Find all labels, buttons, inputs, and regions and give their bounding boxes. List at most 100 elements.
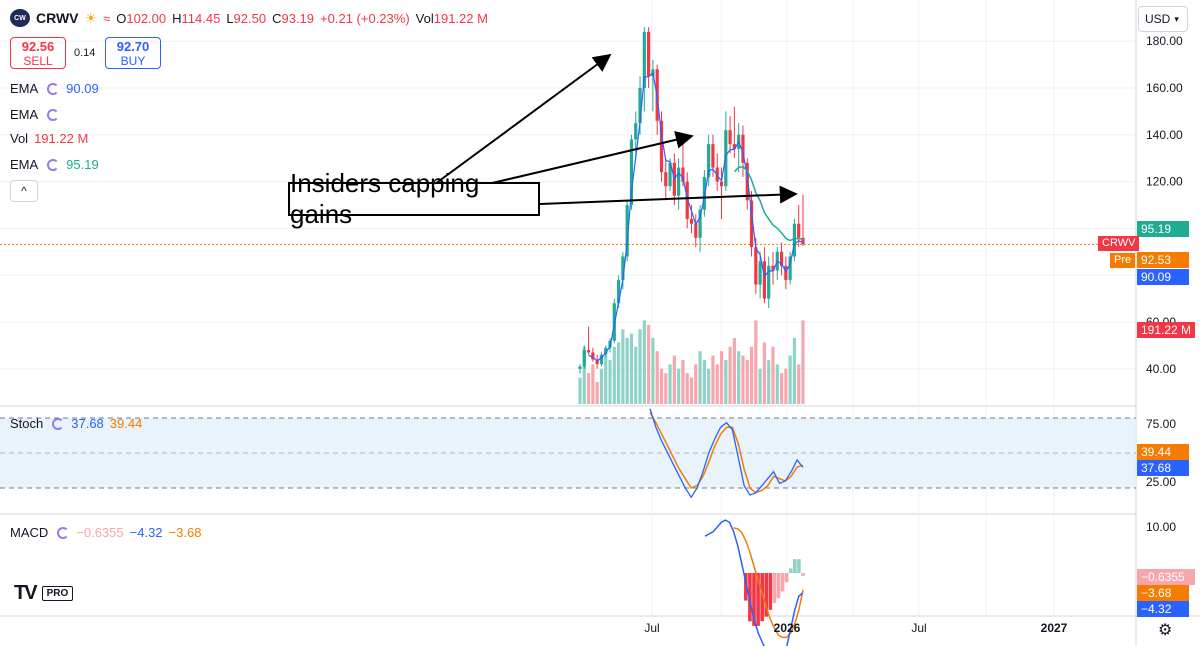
spread-value: 0.14: [74, 47, 96, 59]
volume-bar: [608, 360, 612, 404]
volume-bar: [677, 368, 681, 404]
volume-bar: [638, 329, 642, 404]
candle-body: [745, 162, 749, 201]
macd-hist-bar: [768, 573, 773, 610]
tag-stoch-d: 39.44: [1137, 444, 1189, 460]
refresh-icon[interactable]: [44, 106, 60, 122]
volume-bar: [728, 346, 732, 404]
candle-body: [788, 256, 792, 280]
ema-slow-line: [733, 165, 804, 242]
chevron-up-icon: ^: [21, 184, 27, 198]
macd-signal-line: [733, 527, 804, 639]
ohlc-change: +0.21 (+0.23%): [320, 10, 410, 26]
volume-bar: [719, 351, 724, 404]
tag-ema-1: 90.09: [1137, 269, 1189, 285]
volume-bar: [689, 377, 694, 404]
symbol-name[interactable]: CRWV: [36, 10, 79, 26]
ohlc-low: L92.50: [226, 10, 267, 26]
refresh-icon[interactable]: [44, 156, 60, 172]
time-axis[interactable]: Jul 2026 Jul 2027: [644, 621, 1067, 635]
refresh-icon[interactable]: [49, 415, 65, 431]
candle-body: [591, 352, 595, 360]
gear-icon[interactable]: ⚙: [1158, 622, 1173, 639]
candle-body: [668, 162, 672, 187]
ohlc-open: O102.00: [116, 10, 167, 26]
ohlc-volume: Vol191.22 M: [415, 10, 488, 26]
volume-bar: [681, 360, 685, 404]
company-logo: CW: [10, 9, 30, 27]
collapse-legend-button[interactable]: ^: [10, 180, 38, 202]
volume-bar: [578, 377, 582, 404]
time-tick-label: 2027: [1041, 621, 1068, 635]
candle-body: [702, 176, 706, 210]
time-tick-label: Jul: [911, 621, 926, 635]
candle-body: [779, 251, 784, 266]
legend-stoch[interactable]: Stoch 37.68 39.44: [10, 415, 142, 431]
legend-volume[interactable]: Vol 191.22 M: [10, 131, 88, 146]
volume-bar: [625, 338, 629, 404]
candle-body: [647, 31, 651, 77]
sell-button[interactable]: 92.56 SELL: [10, 37, 66, 69]
tradingview-logo[interactable]: TV PRO: [14, 582, 74, 605]
volume-bar: [595, 382, 599, 404]
price-tick-label: 160.00: [1146, 81, 1183, 95]
volume-bar: [779, 373, 784, 404]
pro-badge: PRO: [41, 586, 74, 601]
candle-body: [586, 350, 591, 353]
volume-bar: [659, 368, 664, 404]
macd-hist-bar: [764, 573, 769, 617]
candle-body: [767, 265, 771, 299]
volume-bar: [784, 368, 788, 404]
legend-macd[interactable]: MACD −0.6355 −4.32 −3.68: [10, 524, 201, 540]
macd-label: MACD: [10, 524, 49, 540]
buy-button[interactable]: 92.70 BUY: [105, 37, 161, 69]
volume-bar: [591, 364, 595, 404]
candle-body: [741, 134, 745, 163]
candle-body: [784, 265, 788, 280]
volume-bar: [647, 324, 651, 404]
volume-bar: [707, 368, 711, 404]
volume-bar: [737, 351, 741, 404]
candle-body: [677, 167, 681, 196]
candle-body: [801, 237, 805, 245]
macd-pane[interactable]: [704, 519, 805, 651]
tag-stoch-k: 37.68: [1137, 460, 1189, 476]
wave-icon[interactable]: ≈: [103, 10, 111, 26]
candle-body: [754, 247, 758, 285]
tag-symbol: CRWV: [1098, 236, 1140, 251]
volume-bar: [694, 364, 698, 404]
ema-2-label: EMA: [10, 106, 39, 122]
volume-bar: [642, 320, 646, 404]
volume-bar: [612, 346, 616, 404]
refresh-icon[interactable]: [54, 524, 70, 540]
refresh-icon[interactable]: [44, 80, 60, 96]
stoch-pane[interactable]: [649, 408, 804, 499]
tag-ema-3: 95.19: [1137, 221, 1189, 237]
candle-body: [621, 256, 625, 280]
annotation-textbox[interactable]: Insiders capping gains: [288, 168, 540, 229]
volume-bar: [754, 320, 758, 404]
symbol-header: CW CRWV ☀ ≈ O102.00 H114.45 L92.50 C93.1…: [10, 9, 488, 27]
sun-icon[interactable]: ☀: [84, 9, 98, 26]
volume-bar: [711, 355, 715, 404]
candle-body: [771, 265, 775, 271]
ema-fast-line: [588, 71, 804, 362]
macd-line-value: −4.32: [129, 524, 163, 540]
ema-lines: [588, 71, 804, 362]
currency-selector[interactable]: USD ▾: [1138, 6, 1188, 32]
candle-body: [707, 144, 711, 177]
candle-body: [792, 223, 797, 257]
macd-signal-value: −3.68: [168, 524, 202, 540]
volume-value: 191.22 M: [34, 131, 89, 146]
volume-bar: [788, 355, 792, 404]
price-tick-label: 40.00: [1146, 362, 1176, 376]
price-tick-label: 180.00: [1146, 34, 1183, 48]
volume-bar: [724, 360, 728, 404]
legend-ema-1[interactable]: EMA 90.09: [10, 80, 99, 96]
legend-ema-2[interactable]: EMA: [10, 106, 60, 122]
legend-ema-3[interactable]: EMA 95.19: [10, 156, 99, 172]
time-tick-label: 2026: [774, 621, 801, 635]
